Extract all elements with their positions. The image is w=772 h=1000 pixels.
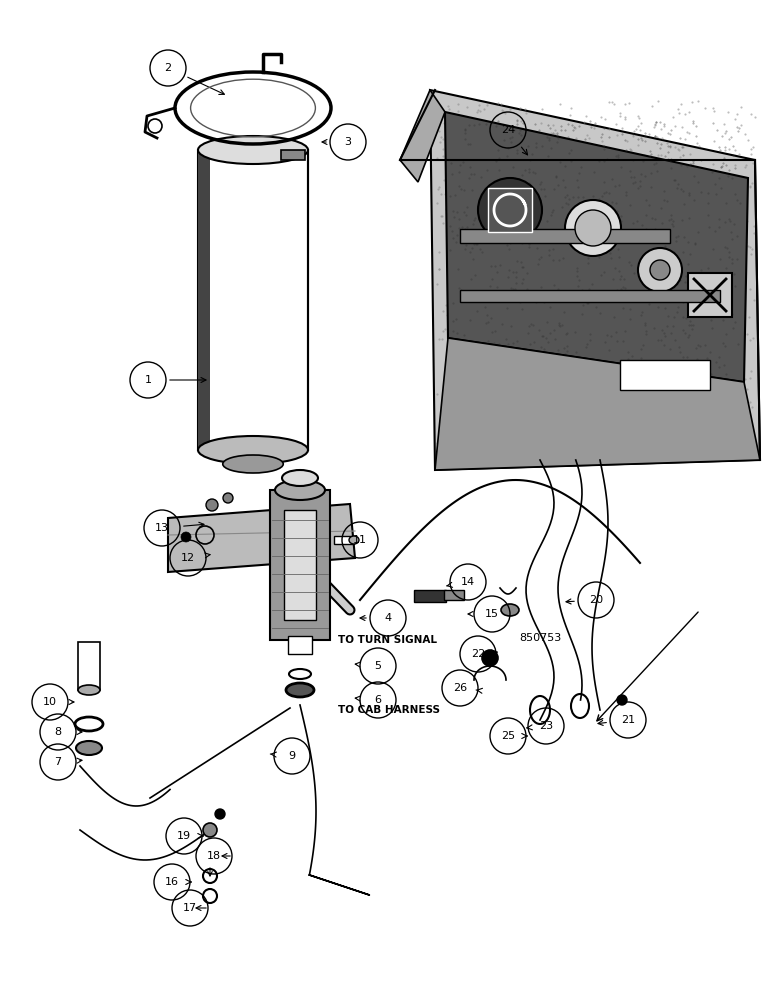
Text: 5: 5 [374, 661, 381, 671]
Ellipse shape [501, 604, 519, 616]
Circle shape [617, 695, 627, 705]
Ellipse shape [198, 136, 308, 164]
Text: 10: 10 [43, 697, 57, 707]
Text: 21: 21 [621, 715, 635, 725]
Bar [688, 273, 732, 317]
Polygon shape [400, 90, 445, 182]
Text: 850753: 850753 [519, 633, 561, 643]
Circle shape [565, 200, 621, 256]
Circle shape [223, 493, 233, 503]
Circle shape [215, 809, 225, 819]
Text: TO CAB HARNESS: TO CAB HARNESS [338, 705, 440, 715]
Circle shape [482, 650, 498, 666]
Polygon shape [445, 112, 748, 382]
Text: 6: 6 [374, 695, 381, 705]
Text: 4: 4 [384, 613, 391, 623]
Ellipse shape [76, 741, 102, 755]
Bar [288, 636, 312, 654]
Text: 20: 20 [589, 595, 603, 605]
Ellipse shape [223, 455, 283, 473]
Ellipse shape [289, 669, 311, 679]
Bar [284, 510, 316, 620]
Text: 15: 15 [485, 609, 499, 619]
Text: 19: 19 [177, 831, 191, 841]
Ellipse shape [275, 480, 325, 500]
Text: 2: 2 [164, 63, 171, 73]
Ellipse shape [282, 470, 318, 486]
Circle shape [650, 260, 670, 280]
Text: 3: 3 [344, 137, 351, 147]
Text: 11: 11 [353, 535, 367, 545]
Circle shape [181, 532, 191, 542]
Text: 18: 18 [207, 851, 221, 861]
Bar [270, 490, 330, 640]
Polygon shape [435, 338, 760, 470]
Bar [198, 150, 308, 450]
Ellipse shape [75, 717, 103, 731]
Bar [460, 229, 670, 243]
Bar [78, 642, 100, 690]
Bar [488, 188, 532, 232]
Polygon shape [430, 90, 760, 470]
Bar [334, 536, 354, 544]
Text: 22: 22 [471, 649, 485, 659]
Circle shape [203, 823, 217, 837]
Text: 26: 26 [453, 683, 467, 693]
Text: 25: 25 [501, 731, 515, 741]
Circle shape [575, 210, 611, 246]
Text: 8: 8 [55, 727, 62, 737]
Bar [281, 150, 305, 160]
Ellipse shape [349, 536, 359, 544]
Ellipse shape [78, 685, 100, 695]
Text: 24: 24 [501, 125, 515, 135]
Text: 7: 7 [55, 757, 62, 767]
Bar [444, 590, 464, 600]
Text: 13: 13 [155, 523, 169, 533]
Bar [198, 150, 210, 450]
Text: 23: 23 [539, 721, 553, 731]
Text: 9: 9 [289, 751, 296, 761]
Circle shape [478, 178, 542, 242]
Text: 1: 1 [144, 375, 151, 385]
Ellipse shape [198, 436, 308, 464]
Polygon shape [168, 504, 355, 572]
Bar [620, 360, 710, 390]
Circle shape [638, 248, 682, 292]
Text: 12: 12 [181, 553, 195, 563]
Bar [460, 290, 720, 302]
Ellipse shape [286, 683, 314, 697]
Text: 17: 17 [183, 903, 197, 913]
Bar [414, 590, 446, 602]
Text: TO TURN SIGNAL: TO TURN SIGNAL [338, 635, 437, 645]
Text: 14: 14 [461, 577, 475, 587]
Text: 16: 16 [165, 877, 179, 887]
Circle shape [206, 499, 218, 511]
